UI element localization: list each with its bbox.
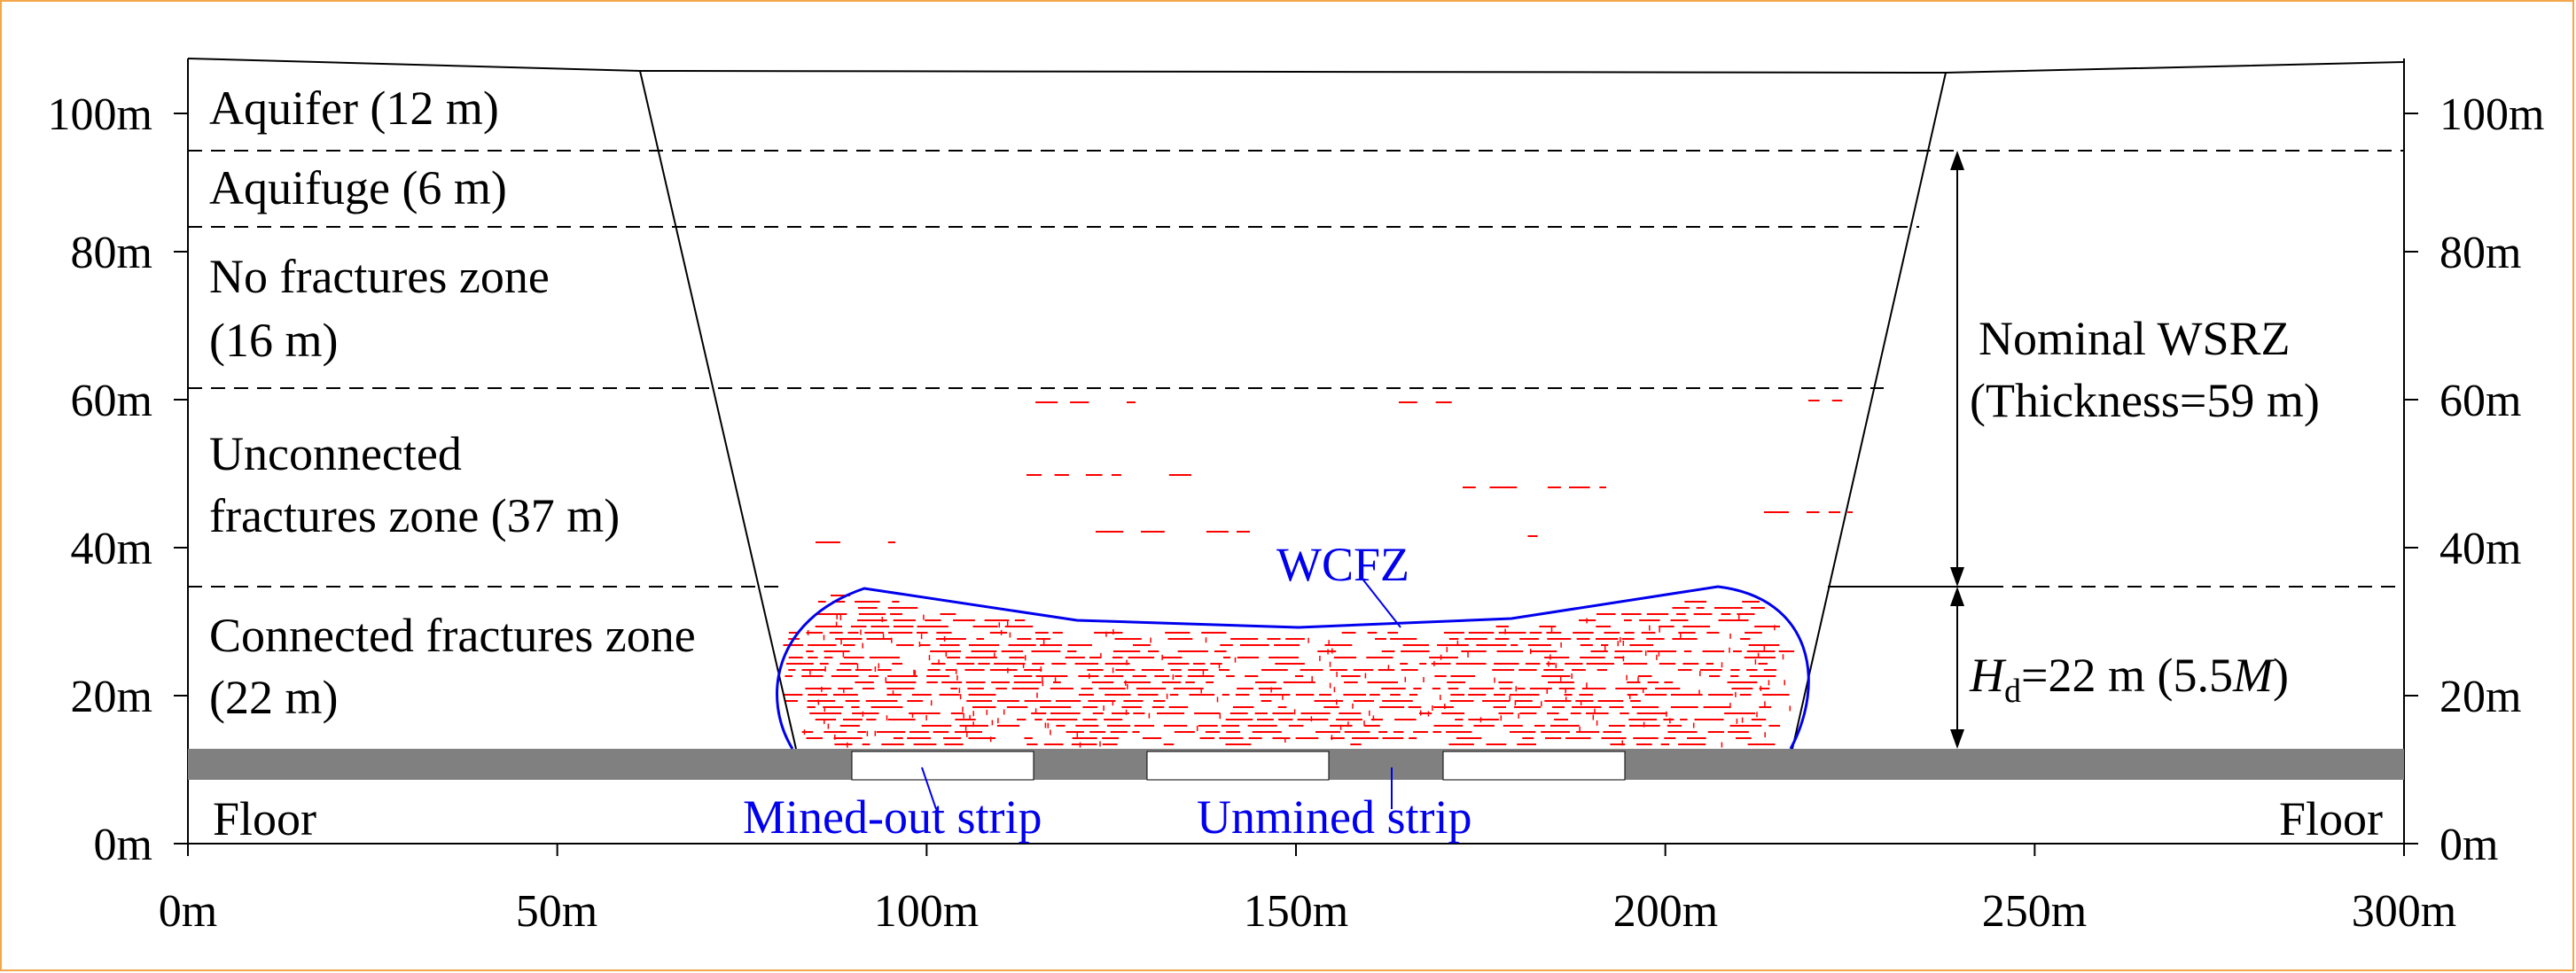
x-tick-label: 150m: [1244, 886, 1348, 937]
axes: [174, 113, 2418, 856]
mined-out-leader-line: [921, 767, 937, 810]
nominal-wsrz-label: Nominal WSRZ: [1979, 312, 2291, 365]
x-tick-labels: 0m 50m 100m 150m 200m 250m 300m: [159, 886, 2456, 937]
arrowhead-up: [1950, 151, 1964, 170]
x-tick-label: 300m: [2352, 886, 2456, 937]
hd-symbol: H: [1969, 649, 2007, 702]
connected-thickness: (22 m): [209, 671, 338, 724]
no-fractures-label: No fractures zone: [209, 250, 550, 303]
x-tick-label: 250m: [1982, 886, 2087, 937]
hd-close: ): [2273, 649, 2289, 702]
mined-out-strip-label: Mined-out strip: [743, 790, 1042, 844]
hd-m-symbol: M: [2232, 649, 2275, 702]
y-tick-labels-left: 0m 20m 40m 60m 80m 100m: [48, 90, 152, 870]
hd-subscript: d: [2004, 673, 2021, 710]
arrowhead-up: [1950, 587, 1964, 606]
right-caving-line: [1791, 72, 1947, 750]
x-tick-label: 0m: [159, 886, 217, 937]
y-tick-label-left: 80m: [71, 228, 152, 278]
y-tick-label-left: 0m: [94, 820, 152, 870]
y-tick-label-right: 40m: [2439, 524, 2521, 574]
mined-out-strip: [851, 751, 1034, 781]
y-tick-label-left: 100m: [48, 90, 152, 140]
x-tick-label: 200m: [1613, 886, 1718, 937]
y-tick-label-right: 20m: [2439, 672, 2521, 722]
connected-label: Connected fractures zone: [209, 609, 696, 662]
y-tick-label-left: 60m: [71, 376, 152, 426]
y-tick-label-right: 100m: [2439, 90, 2544, 140]
arrowhead-down: [1950, 567, 1964, 587]
wcfz-leader-line: [1361, 577, 1401, 628]
y-tick-label-left: 20m: [71, 672, 152, 722]
zone-labels: Aquifer (12 m) Aquifuge (6 m) No fractur…: [209, 82, 2383, 845]
caving-angle-lines: [639, 70, 1947, 750]
fracture-marks: [783, 400, 1853, 748]
aquifuge-label: Aquifuge (6 m): [209, 161, 507, 214]
arrowhead-down: [1950, 729, 1964, 749]
unconnected-label-2: fractures zone (37 m): [209, 489, 620, 542]
floor-label-right: Floor: [2279, 792, 2383, 845]
y-tick-labels-right: 0m 20m 40m 60m 80m 100m: [2439, 90, 2544, 870]
x-tick-label: 100m: [874, 886, 979, 937]
wcfz-label: WCFZ: [1276, 538, 1409, 591]
unconnected-label: Unconnected: [209, 427, 462, 480]
dimension-arrows: [1950, 151, 1964, 749]
x-tick-label: 50m: [516, 886, 597, 937]
hd-label: Hd=22 m (5.5M): [1969, 649, 2289, 710]
no-fractures-thickness: (16 m): [209, 314, 338, 367]
aquifer-label: Aquifer (12 m): [209, 82, 499, 135]
floor-label-left: Floor: [213, 792, 316, 845]
ground-surface-line: [187, 58, 2405, 74]
x-ticks: [187, 844, 2405, 856]
y-tick-label-right: 80m: [2439, 228, 2521, 278]
coal-seam: [188, 749, 2404, 781]
wcfz-outline: [776, 585, 1810, 750]
y-ticks-left: [174, 113, 188, 845]
y-ticks-right: [2404, 113, 2418, 845]
hd-value: =22 m (5.5: [2021, 649, 2233, 702]
mined-out-strip: [1146, 751, 1330, 781]
left-caving-line: [639, 70, 797, 750]
y-tick-label-right: 60m: [2439, 376, 2521, 426]
mined-out-strip: [1442, 751, 1626, 781]
nominal-wsrz-thickness: (Thickness=59 m): [1970, 374, 2320, 427]
y-tick-label-left: 40m: [71, 524, 152, 574]
unmined-strip-label: Unmined strip: [1197, 790, 1471, 844]
y-tick-label-right: 0m: [2439, 820, 2498, 870]
